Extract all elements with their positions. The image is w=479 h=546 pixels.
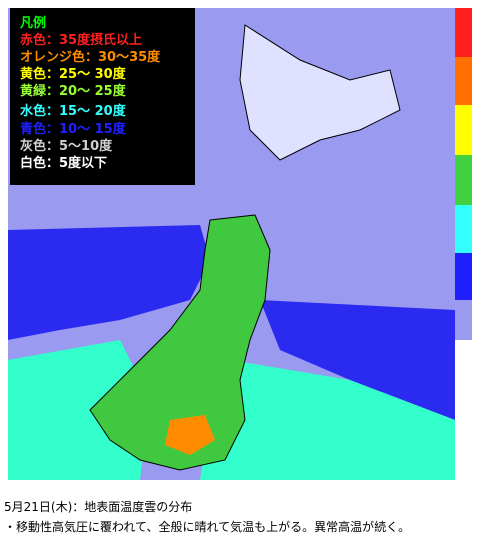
land-warm [165,415,215,455]
colorbar-green [455,155,472,205]
legend-item: 青色：10～ 15度 [20,122,126,137]
land-honshu [89,214,271,471]
legend-title: 凡例 [20,16,47,31]
colorbar-lavender [455,300,472,340]
caption-note: ・移動性高気圧に覆われて、全般に晴れて気温も上がる。異常高温が続く。 [4,520,411,534]
legend-item: 黄色：25～ 30度 [20,67,126,82]
sea-cyan [8,340,150,480]
legend-item: 灰色：5～10度 [20,139,113,154]
legend-item: 水色：15～ 20度 [20,104,126,119]
colorbar-red [455,8,472,57]
legend-item: 白色：5度以下 [20,156,108,171]
sea-blue [260,300,455,420]
colorbar-yellow [455,105,472,155]
caption-date: 5月21日(木)：地表面温度雲の分布 [4,500,193,514]
colorbar-blue [455,253,472,300]
colorbar-cyan [455,205,472,253]
legend-item: 黄緑：20～ 25度 [20,84,126,99]
legend-item: 赤色：35度摂氏以上 [20,33,143,48]
sea-blue [8,225,210,340]
land-hokkaido [239,24,401,161]
sea-cyan [200,360,455,480]
colorbar-orange [455,57,472,105]
legend: 凡例 赤色：35度摂氏以上オレンジ色：30～35度 黄色：25～ 30度 黄緑：20… [10,8,195,185]
legend-item: オレンジ色：30～35度 [20,50,161,65]
